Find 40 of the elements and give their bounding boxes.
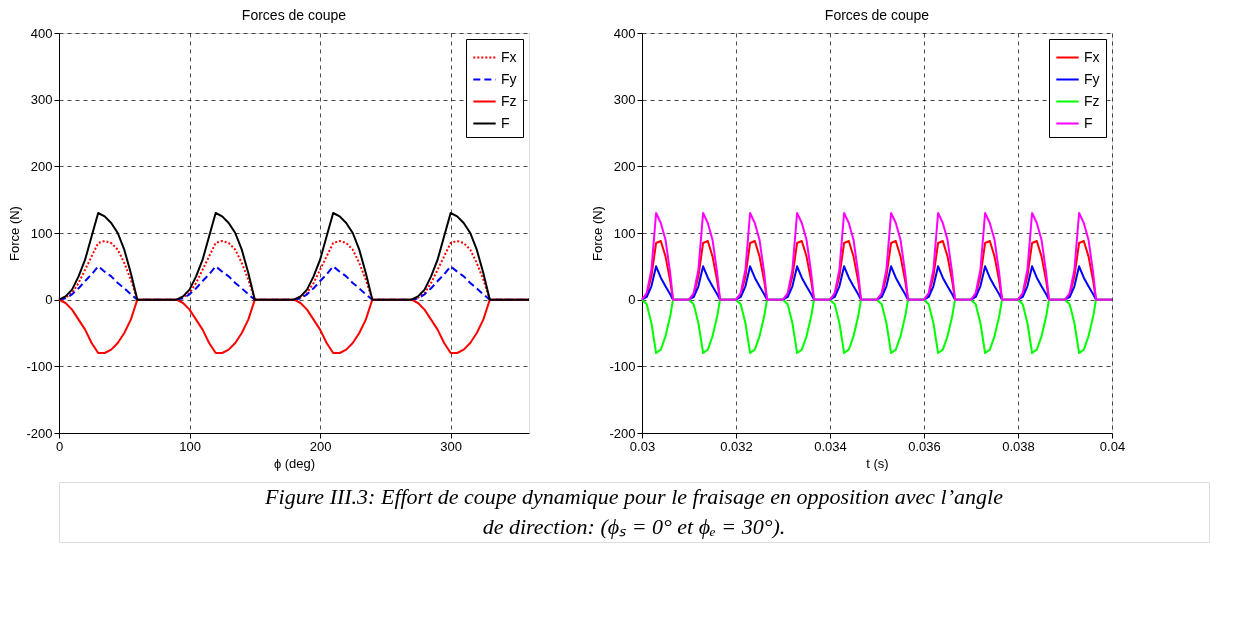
x-tick-label: 100 bbox=[179, 438, 201, 454]
y-tick-label: 200 bbox=[613, 158, 636, 174]
text: Figure III.3: Effort de coupe dynamique pour le fraisage en opposition avec l’angle de direction: (ϕₛ = 0° et ϕₑ = 30°). bbox=[264, 484, 1004, 539]
legend-label: Fz bbox=[1084, 92, 1100, 109]
x-tick-label: 0.03 bbox=[629, 438, 656, 454]
y-axis-title: Force (N) bbox=[590, 206, 606, 261]
x-tick-label: 300 bbox=[440, 438, 463, 454]
legend-label: Fx bbox=[501, 48, 517, 65]
x-axis-title: ϕ (deg) bbox=[273, 455, 316, 471]
legend-label: F bbox=[1084, 114, 1093, 131]
y-tick-label: -100 bbox=[609, 358, 636, 374]
chart-title: Forces de coupe bbox=[241, 7, 347, 23]
legend-label: Fz bbox=[501, 92, 517, 109]
x-tick-label: 200 bbox=[309, 438, 332, 454]
y-tick-label: 200 bbox=[30, 158, 53, 174]
y-tick-label: 300 bbox=[30, 92, 53, 108]
x-tick-label: 0.034 bbox=[814, 438, 847, 454]
y-tick-label: 0 bbox=[45, 292, 53, 308]
y-tick-label: -100 bbox=[26, 358, 53, 374]
y-tick-label: 400 bbox=[613, 25, 636, 41]
legend-label: Fx bbox=[1084, 48, 1100, 65]
x-tick-label: 0.032 bbox=[720, 438, 753, 454]
legend-label: F bbox=[501, 114, 510, 131]
y-tick-label: 100 bbox=[30, 225, 53, 241]
y-tick-label: -200 bbox=[26, 425, 53, 441]
line-series bbox=[641, 212, 1113, 301]
y-tick-label: 400 bbox=[30, 25, 53, 41]
chart-title: Forces de coupe bbox=[824, 7, 930, 23]
x-tick-label: 0 bbox=[55, 438, 64, 454]
legend-label: Fy bbox=[501, 70, 517, 87]
y-tick-label: 100 bbox=[613, 225, 636, 241]
y-tick-label: -200 bbox=[609, 425, 636, 441]
legend-label: Fy bbox=[1084, 70, 1100, 87]
x-axis-title: t (s) bbox=[866, 455, 889, 471]
y-tick-label: 300 bbox=[613, 92, 636, 108]
x-tick-label: 0.036 bbox=[908, 438, 941, 454]
x-tick-label: 0.038 bbox=[1002, 438, 1035, 454]
y-axis-title: Force (N) bbox=[7, 206, 23, 261]
y-tick-label: 0 bbox=[628, 292, 636, 308]
x-tick-label: 0.04 bbox=[1099, 438, 1126, 454]
